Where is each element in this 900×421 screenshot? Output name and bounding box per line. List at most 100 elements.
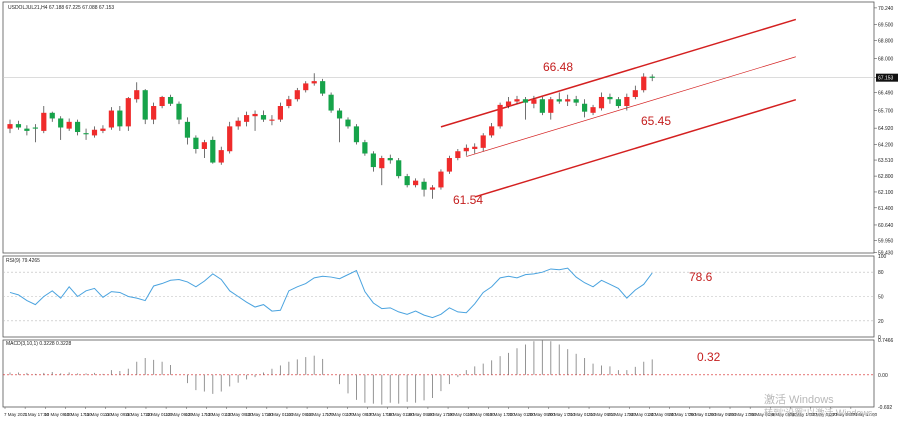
candle-11 (100, 128, 106, 131)
time-label-11: 13 May 09:00 (226, 412, 254, 417)
candle-29 (252, 113, 258, 117)
time-label-17: 17 May 09:00 (346, 412, 374, 417)
macd-title: MACD(3,10,1) 0.3228 0.3228 (6, 341, 72, 347)
rsi-tick-label-2: 50 (878, 295, 884, 301)
price-tick-label-9: 63.510 (878, 158, 894, 164)
rsi-callout: 78.6 (689, 270, 713, 284)
rsi-tick-label-4: 0 (878, 335, 881, 341)
time-label-16: 17 May 01:00 (326, 412, 354, 417)
annotation-retest: 65.45 (641, 114, 671, 128)
candle-70 (598, 96, 605, 109)
candle-64 (548, 99, 554, 113)
candle-22 (193, 137, 199, 149)
time-label-37: 26 May 01:00 (749, 412, 777, 417)
windows-activation-watermark: 激活 Windows 转到"设置"以激活 Windows。 (764, 394, 881, 420)
candle-31 (269, 119, 275, 121)
candle-73 (624, 96, 630, 107)
time-label-4: 11 May 01:00 (85, 412, 112, 417)
time-label-5: 11 May 09:00 (105, 412, 132, 417)
macd-tick-label-1: 0.00 (878, 373, 888, 379)
candle-50 (429, 187, 436, 190)
price-tick-label-10: 62.800 (878, 174, 894, 180)
price-tick-label-7: 64.920 (878, 126, 894, 132)
candle-36 (311, 81, 317, 84)
candle-40 (345, 119, 351, 127)
price-tick-label-14: 59.950 (878, 239, 894, 245)
price-tick-label-4: 67.153 (878, 76, 894, 82)
price-tick-label-3: 68.000 (878, 57, 894, 63)
candle-66 (565, 99, 571, 102)
rsi-title: RSI(9) 79.4265 (6, 258, 40, 264)
candle-24 (210, 139, 216, 163)
rsi-tick-label-1: 80 (878, 270, 884, 276)
time-label-30: 21 May 17:00 (608, 412, 636, 417)
candle-75 (641, 76, 647, 91)
candle-51 (438, 171, 444, 188)
price-tick-label-12: 61.400 (878, 206, 894, 212)
watermark-line2: 转到"设置"以激活 Windows。 (764, 408, 882, 418)
candle-2 (24, 128, 30, 131)
candle-44 (379, 158, 385, 169)
time-label-38: 26 May 09:00 (769, 412, 797, 417)
macd-tick-label-0: 0.7466 (878, 338, 894, 344)
time-label-6: 11 May 17:00 (125, 412, 152, 417)
candle-41 (353, 126, 360, 143)
time-label-40: 27 May 01:00 (810, 412, 838, 417)
candle-76 (649, 76, 655, 78)
candle-49 (421, 181, 427, 190)
candle-48 (413, 180, 419, 186)
candle-12 (108, 110, 114, 128)
time-label-13: 14 May 01:00 (266, 412, 294, 417)
time-label-1: 7 May 17:00 (24, 412, 49, 417)
candle-4 (41, 112, 47, 131)
candle-56 (480, 135, 486, 148)
time-label-28: 21 May 01:00 (568, 412, 596, 417)
time-label-0: 7 May 2021 (4, 412, 28, 417)
candle-30 (260, 115, 267, 120)
time-label-31: 24 May 01:00 (628, 412, 656, 417)
candle-71 (607, 96, 613, 100)
price-tick-label-2: 68.800 (878, 38, 894, 44)
time-label-42: 27 May 17:00 (850, 412, 878, 417)
candle-32 (277, 106, 283, 120)
candle-63 (539, 99, 545, 113)
candle-43 (370, 153, 376, 168)
candle-58 (497, 104, 503, 127)
price-tick-label-11: 62.100 (878, 190, 894, 196)
candle-5 (49, 112, 55, 119)
candle-37 (320, 81, 326, 94)
candle-47 (404, 176, 410, 186)
candle-65 (556, 99, 562, 102)
rsi-tick-label-3: 20 (878, 319, 884, 325)
last-price-box (876, 73, 898, 82)
candle-25 (218, 150, 224, 163)
candle-62 (531, 99, 537, 104)
candle-34 (294, 90, 300, 100)
chart-labels: USDOLJUL21,H4 67.188 67.225 67.088 67.15… (6, 5, 721, 364)
candle-10 (91, 129, 98, 136)
candle-33 (286, 99, 292, 107)
annotation-high: 66.48 (543, 60, 573, 74)
time-label-23: 19 May 09:00 (467, 412, 495, 417)
time-label-41: 27 May 09:00 (830, 412, 858, 417)
candle-61 (522, 99, 529, 103)
panel-frame-1 (2, 1, 875, 254)
candle-53 (455, 151, 461, 159)
price-tick-label-8: 64.200 (878, 142, 894, 148)
candle-74 (632, 90, 638, 97)
candle-69 (590, 107, 596, 113)
candle-3 (32, 127, 38, 129)
time-label-12: 13 May 17:00 (246, 412, 274, 417)
candle-14 (125, 98, 131, 127)
price-tick-label-6: 65.700 (878, 109, 894, 115)
candlestick-series (7, 73, 655, 199)
time-label-19: 18 May 01:00 (387, 412, 415, 417)
rsi-series (9, 267, 653, 319)
time-label-20: 18 May 09:00 (407, 412, 435, 417)
candle-19 (167, 96, 174, 104)
time-label-39: 26 May 17:00 (789, 412, 817, 417)
price-tick-label-5: 66.490 (878, 91, 894, 97)
candle-23 (201, 142, 207, 149)
